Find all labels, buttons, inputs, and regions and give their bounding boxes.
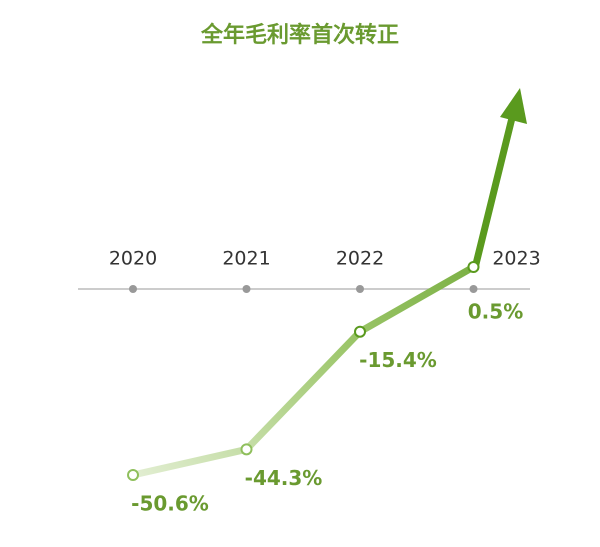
- data-line: [129, 263, 477, 479]
- arrow-head: [500, 88, 527, 124]
- value-label: -50.6%: [131, 492, 209, 516]
- data-point: [354, 325, 366, 338]
- data-point: [240, 443, 253, 456]
- data-point: [127, 469, 139, 481]
- value-label: -44.3%: [245, 466, 323, 490]
- baseline-dot: [469, 285, 478, 293]
- baseline-dot: [129, 285, 137, 293]
- baseline-dot: [356, 285, 364, 293]
- data-point: [467, 261, 480, 273]
- x-tick-label: 2023: [492, 248, 540, 270]
- x-tick-label: 2020: [109, 248, 157, 270]
- arrow-shaft: [471, 114, 516, 272]
- x-tick-label: 2022: [336, 248, 384, 270]
- x-tick-label: 2021: [222, 248, 270, 270]
- value-label: -15.4%: [359, 348, 437, 372]
- value-label: 0.5%: [468, 300, 523, 324]
- baseline-dot: [242, 285, 251, 293]
- chart-title: 全年毛利率首次转正: [200, 22, 399, 48]
